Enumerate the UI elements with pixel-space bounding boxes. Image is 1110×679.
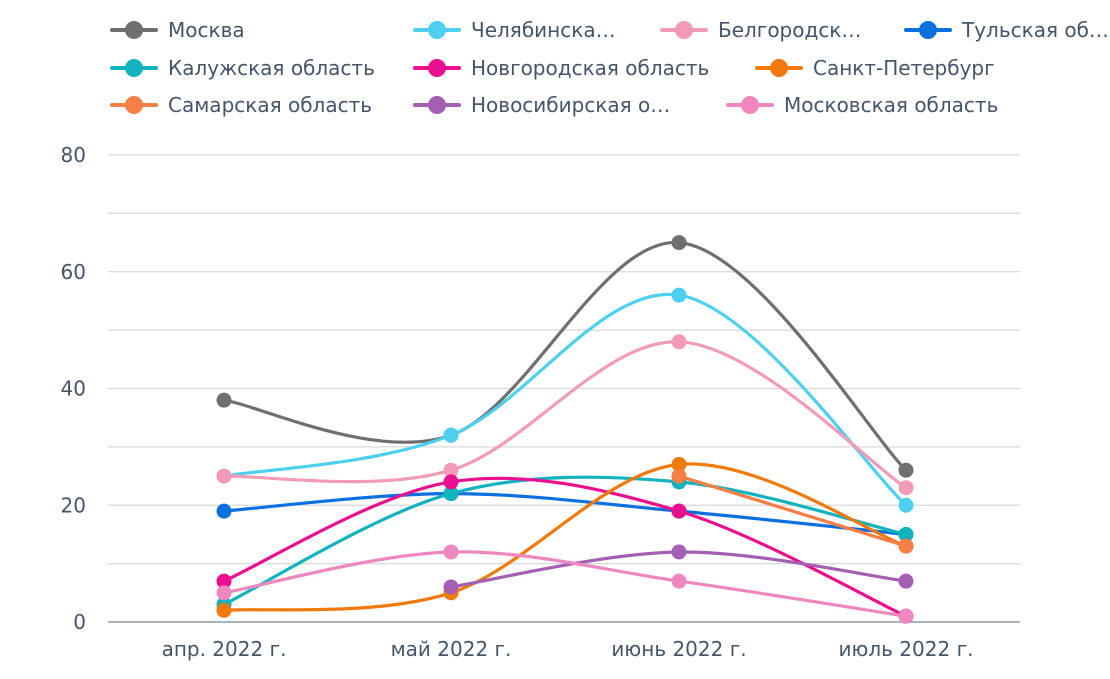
data-point-московская-область[interactable] [898, 608, 914, 624]
legend-label: Самарская область [168, 93, 373, 117]
legend-item-санкт-петербург[interactable]: Санкт-Петербург [755, 53, 995, 83]
legend-label: Московская область [784, 93, 999, 117]
data-point-калужская-область[interactable] [443, 486, 459, 502]
series-line-москва[interactable] [222, 240, 908, 472]
data-point-москва[interactable] [898, 462, 914, 478]
legend-item-тульская-об[interactable]: Тульская об… [904, 15, 1109, 45]
legend-swatch [413, 95, 461, 115]
series-line-московская-область[interactable] [222, 550, 908, 618]
legend-label: Новосибирская о… [471, 93, 671, 117]
data-point-новгородская-область[interactable] [443, 474, 459, 490]
legend-item-белгородск[interactable]: Белгородск… [660, 15, 861, 45]
y-tick-label: 40 [61, 377, 86, 401]
data-point-новосибирская-о[interactable] [898, 573, 914, 589]
series-line-самарская-область[interactable] [677, 474, 908, 548]
legend-label: Челябинска… [471, 18, 616, 42]
legend-swatch [726, 95, 774, 115]
x-tick-label: июль 2022 г. [839, 637, 974, 661]
data-point-белгородск[interactable] [898, 480, 914, 496]
x-tick-label: июнь 2022 г. [611, 637, 746, 661]
legend-label: Калужская область [168, 56, 375, 80]
x-axis-ticks: апр. 2022 г. май 2022 г. июнь 2022 г. июль … [162, 637, 974, 661]
data-point-челябинска[interactable] [671, 287, 687, 303]
data-point-новосибирская-о[interactable] [671, 544, 687, 560]
y-tick-label: 0 [73, 610, 86, 634]
series-line-калужская-область[interactable] [222, 475, 908, 607]
legend-swatch [660, 20, 708, 40]
legend-label: Тульская об… [962, 18, 1109, 42]
legend-item-новгородская-область[interactable]: Новгородская область [413, 53, 709, 83]
data-point-московская-область[interactable] [443, 544, 459, 560]
legend-swatch [110, 20, 158, 40]
legend-item-челябинска[interactable]: Челябинска… [413, 15, 616, 45]
y-tick-label: 60 [61, 260, 86, 284]
data-point-белгородск[interactable] [671, 334, 687, 350]
legend-swatch [755, 58, 803, 78]
data-point-москва[interactable] [216, 392, 232, 408]
chart-legend: Москва Челябинска… Белгородск… Тульская об…… [0, 0, 1110, 130]
series-line-челябинска[interactable] [222, 292, 908, 507]
data-point-новосибирская-о[interactable] [443, 579, 459, 595]
y-tick-label: 20 [61, 493, 86, 517]
legend-swatch [904, 20, 952, 40]
data-point-самарская-область[interactable] [898, 538, 914, 554]
data-point-новгородская-область[interactable] [216, 573, 232, 589]
series-line-белгородск[interactable] [222, 340, 908, 490]
legend-item-новосибирская-о[interactable]: Новосибирская о… [413, 90, 670, 120]
data-point-москва[interactable] [671, 235, 687, 251]
data-point-челябинска[interactable] [443, 427, 459, 443]
y-tick-label: 80 [61, 143, 86, 167]
gridlines [108, 154, 1020, 623]
legend-label: Белгородск… [718, 18, 862, 42]
legend-item-московская-область[interactable]: Московская область [726, 90, 998, 120]
legend-swatch [413, 20, 461, 40]
legend-item-калужская-область[interactable]: Калужская область [110, 53, 375, 83]
legend-swatch [110, 95, 158, 115]
data-point-белгородск[interactable] [443, 462, 459, 478]
legend-label: Москва [168, 18, 245, 42]
data-point-санкт-петербург[interactable] [671, 456, 687, 472]
data-point-самарская-область[interactable] [671, 468, 687, 484]
x-tick-label: апр. 2022 г. [162, 637, 287, 661]
legend-label: Санкт-Петербург [813, 56, 995, 80]
y-axis-ticks: 0 20 40 60 80 [61, 143, 86, 634]
series-points [216, 235, 914, 624]
data-point-тульская-об[interactable] [216, 503, 232, 519]
data-point-калужская-область[interactable] [898, 526, 914, 542]
series-lines [222, 240, 908, 618]
data-point-новгородская-область[interactable] [671, 503, 687, 519]
legend-swatch [110, 58, 158, 78]
series-line-тульская-об[interactable] [222, 491, 908, 536]
data-point-московская-область[interactable] [671, 573, 687, 589]
x-tick-label: май 2022 г. [391, 637, 512, 661]
legend-item-москва[interactable]: Москва [110, 15, 245, 45]
series-line-санкт-петербург[interactable] [222, 462, 908, 612]
data-point-челябинска[interactable] [898, 497, 914, 513]
data-point-санкт-петербург[interactable] [216, 602, 232, 618]
legend-swatch [413, 58, 461, 78]
data-point-московская-область[interactable] [216, 585, 232, 601]
data-point-белгородск[interactable] [216, 468, 232, 484]
legend-item-самарская-область[interactable]: Самарская область [110, 90, 372, 120]
legend-label: Новгородская область [471, 56, 710, 80]
